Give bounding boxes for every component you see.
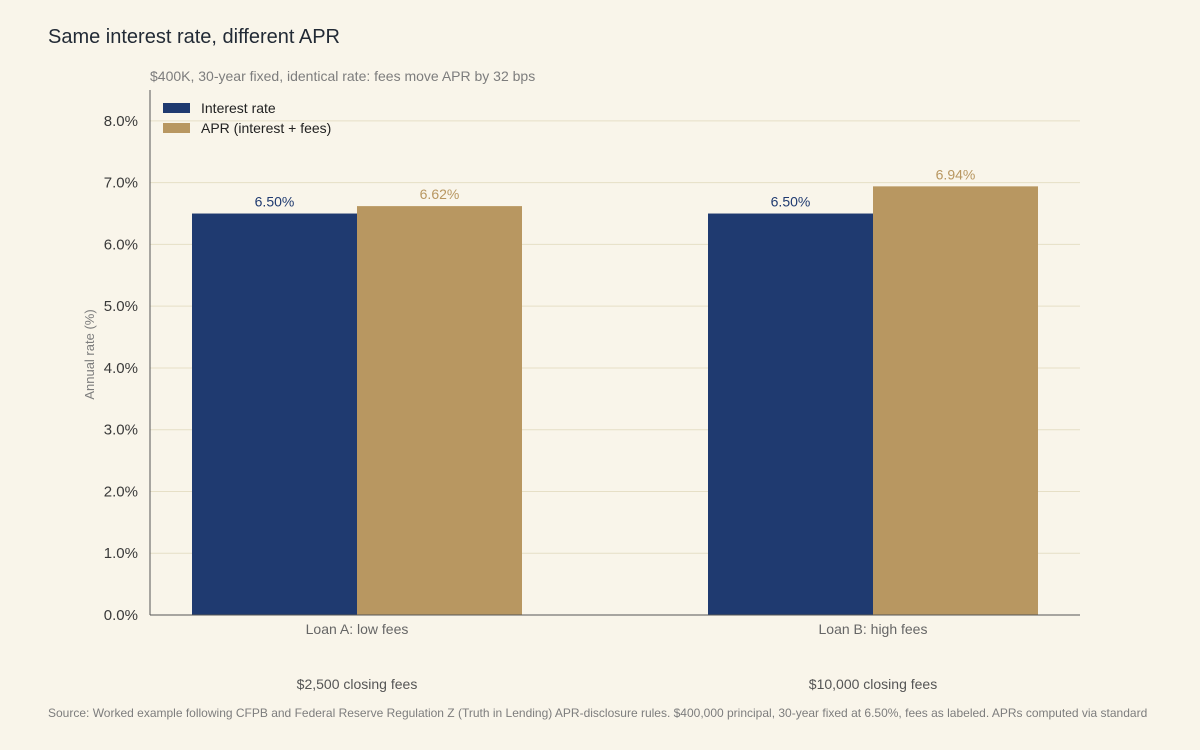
bar-value-label: 6.94% <box>936 166 976 182</box>
y-tick-label: 7.0% <box>104 175 138 192</box>
bars <box>192 186 1038 615</box>
chart-subtitle: $400K, 30-year fixed, identical rate: fe… <box>150 68 536 84</box>
chart-title: Same interest rate, different APR <box>48 26 341 48</box>
y-tick-label: 1.0% <box>104 545 138 562</box>
legend-swatch <box>163 123 190 133</box>
x-category-label: Loan A: low fees <box>306 621 409 637</box>
source-note: Source: Worked example following CFPB an… <box>48 706 1148 720</box>
bar-interest-rate <box>192 213 357 615</box>
labels: 0.0% 1.0% 2.0% 3.0% 4.0% 5.0% 6.0% 7.0% 8.0% Annu… <box>82 113 975 692</box>
bar-chart: 0.0% 1.0% 2.0% 3.0% 4.0% 5.0% 6.0% 7.0% 8.0% Annu… <box>82 90 1080 692</box>
y-tick-label: 6.0% <box>104 236 138 253</box>
bar-value-label: 6.50% <box>771 194 811 210</box>
legend-label: APR (interest + fees) <box>201 120 331 136</box>
y-tick-label: 5.0% <box>104 298 138 315</box>
y-axis-title: Annual rate (%) <box>82 309 97 399</box>
x-category-label: Loan B: high fees <box>819 621 928 637</box>
category-fee-note: $10,000 closing fees <box>809 676 937 692</box>
bar-apr <box>357 206 522 615</box>
y-tick-label: 0.0% <box>104 607 138 624</box>
bar-value-label: 6.50% <box>255 194 295 210</box>
axes <box>149 90 1080 616</box>
bar-interest-rate <box>708 213 873 615</box>
y-tick-label: 3.0% <box>104 422 138 439</box>
legend: Interest rate APR (interest + fees) <box>163 100 331 136</box>
category-fee-note: $2,500 closing fees <box>297 676 418 692</box>
y-tick-label: 2.0% <box>104 483 138 500</box>
y-tick-label: 4.0% <box>104 360 138 377</box>
legend-swatch <box>163 103 190 113</box>
bar-value-label: 6.62% <box>420 186 460 202</box>
bar-apr <box>873 186 1038 615</box>
legend-label: Interest rate <box>201 100 276 116</box>
y-tick-label: 8.0% <box>104 113 138 130</box>
